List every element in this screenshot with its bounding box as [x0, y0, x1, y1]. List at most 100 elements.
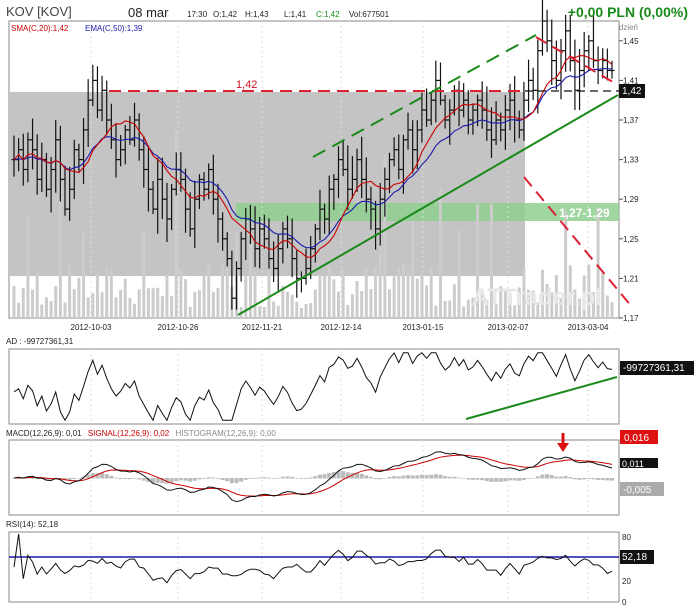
volume-bar	[54, 286, 58, 318]
uptrend-channel-line	[312, 34, 537, 158]
histogram-bar	[155, 478, 160, 483]
volume-bar	[587, 264, 591, 318]
last-price-tag	[619, 84, 645, 98]
volume-bar	[26, 216, 30, 318]
histogram-bar	[512, 478, 517, 481]
histogram-bar	[248, 478, 253, 479]
histogram-bar	[605, 478, 610, 481]
signal-line	[13, 454, 613, 497]
histogram-bar	[313, 476, 318, 479]
histogram-bar	[568, 476, 573, 479]
date-tick-label: 2012-10-03	[71, 323, 112, 332]
volume-bar	[123, 278, 127, 318]
macd-title: MACD(12,26,9): 0,01 SIGNAL(12,26,9): 0,0…	[6, 429, 276, 438]
histogram-bar	[234, 478, 239, 484]
volume-bar	[485, 299, 489, 318]
macd-title-signal: SIGNAL(12,26,9): 0,02	[88, 429, 170, 438]
histogram-bar	[610, 478, 614, 481]
support-zone	[236, 203, 619, 221]
quote-time: 17:30	[187, 10, 208, 19]
histogram-bar	[572, 478, 577, 480]
price-panel: 1,42 1,27-1,29 SMA(C,20):1,42 EMA(C,50):…	[8, 0, 645, 332]
histogram-bar	[239, 478, 244, 482]
volume-bar	[499, 286, 503, 318]
histogram-bar	[410, 475, 415, 479]
histogram-bar	[392, 476, 397, 479]
histogram-bar	[489, 478, 494, 482]
volume-bar	[503, 289, 507, 318]
histogram-bar	[452, 476, 457, 479]
histogram-bar	[433, 474, 438, 479]
histogram-bar	[373, 478, 378, 480]
macd-title-main: MACD(12,26,9): 0,01	[6, 429, 82, 438]
histogram-bar	[304, 478, 309, 479]
histogram-bar	[30, 477, 35, 479]
histogram-bar	[586, 478, 591, 479]
histogram-bar	[596, 478, 601, 480]
volume-bar	[383, 154, 387, 318]
volume-bar	[137, 289, 141, 318]
histogram-bar	[308, 477, 313, 479]
volume-bar	[591, 292, 595, 318]
price-axis: 1,17 1,21 1,25 1,29 1,33 1,37 1,41 1,45	[619, 37, 639, 323]
histogram-bar	[355, 472, 360, 479]
histogram-bar	[341, 471, 346, 479]
date-axis: 2012-10-03 2012-10-26 2012-11-21 2012-12-14…	[71, 323, 609, 332]
volume-bar	[68, 264, 72, 318]
volume-bar	[109, 268, 113, 318]
sma-legend: SMA(C,20):1,42	[11, 24, 69, 33]
volume-bar	[332, 279, 336, 318]
histogram-bar	[266, 477, 271, 479]
histogram-bar	[104, 474, 109, 479]
histogram-bar	[415, 475, 420, 479]
volume-bar	[517, 287, 521, 318]
histogram-bar	[257, 477, 262, 479]
volume-bar	[508, 293, 512, 318]
histogram-bar	[461, 477, 466, 479]
volume-bar	[31, 289, 35, 318]
date-tick-label: 2012-12-14	[321, 323, 362, 332]
price-tick-label: 1,25	[623, 235, 639, 244]
histogram-bar	[591, 478, 596, 480]
volume-bar	[564, 210, 568, 318]
histogram-bar	[253, 478, 258, 479]
volume-bar	[480, 290, 484, 318]
histogram-bar	[345, 472, 350, 479]
rsi-tick-0: 0	[622, 598, 627, 607]
volume-bar	[276, 305, 280, 318]
volume-bar	[554, 275, 558, 318]
histogram-bar	[262, 477, 267, 479]
histogram-bar	[359, 473, 364, 479]
volume-bar	[573, 289, 577, 318]
histogram-bar	[72, 478, 77, 480]
price-tick-label: 1,17	[623, 314, 639, 323]
volume-bar	[476, 204, 480, 318]
volume-bar	[146, 288, 150, 318]
price-change: +0,00 PLN (0,00%)	[568, 4, 688, 20]
volume-bar	[17, 302, 21, 318]
histogram-bar	[225, 478, 230, 482]
volume-bar	[309, 303, 313, 318]
volume-bar	[184, 279, 188, 318]
histogram-bar	[280, 476, 285, 479]
downtrend-line	[535, 36, 619, 86]
volume-bar	[406, 270, 410, 318]
histogram-bar	[508, 478, 513, 481]
histogram-bar	[559, 476, 564, 479]
histogram-bar	[271, 478, 276, 479]
price-tick-label: 1,37	[623, 116, 639, 125]
histogram-bar	[299, 478, 304, 479]
histogram-bar	[424, 475, 429, 479]
histogram-bar	[183, 478, 188, 481]
histogram-bar	[123, 478, 128, 479]
volume-bar	[165, 274, 169, 318]
histogram-bar	[563, 476, 568, 479]
volume-bar	[438, 188, 442, 318]
volume-bar	[35, 272, 39, 318]
histogram-bar	[327, 472, 332, 479]
volume-bar	[540, 269, 544, 318]
volume-bar	[114, 297, 118, 318]
volume-bar	[550, 292, 554, 318]
volume-bar	[448, 300, 452, 318]
